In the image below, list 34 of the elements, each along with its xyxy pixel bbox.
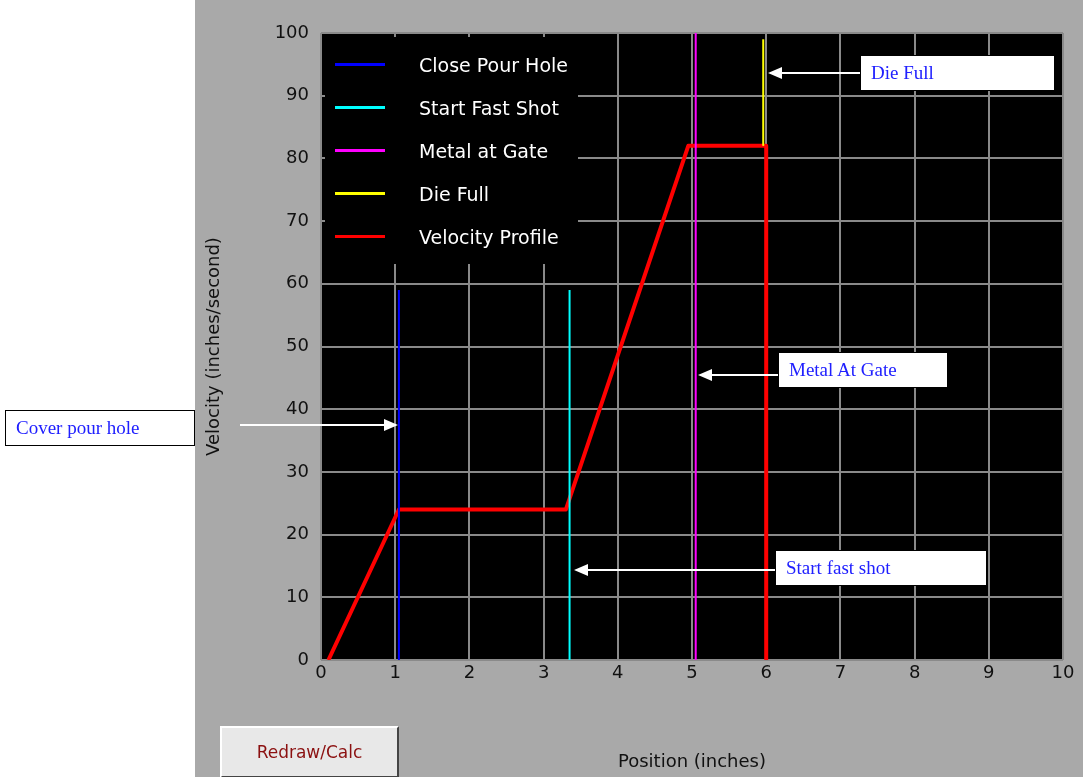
legend-label: Close Pour Hole (419, 53, 568, 76)
x-tick-label: 1 (389, 661, 401, 683)
x-tick-label: 4 (612, 661, 624, 683)
x-tick-label: 10 (1051, 661, 1075, 683)
y-tick-label: 80 (286, 146, 309, 168)
text: Redraw/Calc (220, 726, 399, 777)
legend-label: Velocity Profile (419, 225, 559, 248)
y-tick-label: 30 (286, 459, 309, 481)
y-tick-label: 50 (286, 334, 309, 356)
y-tick-label: 90 (286, 83, 309, 105)
y-tick-label: 0 (297, 647, 309, 669)
x-tick-label: 6 (760, 661, 772, 683)
legend-label: Die Full (419, 182, 490, 205)
y-tick-label: 60 (286, 271, 309, 293)
callout-box: Cover pour hole (5, 410, 195, 446)
y-tick-label: 10 (286, 584, 309, 606)
callout-box: Start fast shot (775, 550, 987, 586)
y-axis-title: Velocity (inches/second) (202, 237, 224, 456)
legend-label: Metal at Gate (419, 139, 549, 162)
x-tick-label: 3 (537, 661, 550, 683)
callout-box: Die Full (860, 55, 1055, 91)
x-tick-label: 0 (315, 661, 327, 683)
callout-box: Metal At Gate (778, 352, 948, 388)
x-tick-label: 2 (463, 661, 476, 683)
x-tick-label: 5 (686, 661, 698, 683)
y-tick-label: 40 (286, 396, 309, 418)
y-tick-label: 100 (274, 20, 309, 42)
x-tick-label: 8 (908, 661, 921, 683)
legend-label: Start Fast Shot (419, 96, 559, 119)
y-tick-label: 70 (286, 208, 309, 230)
x-tick-label: 9 (983, 661, 995, 683)
x-axis-title: Position (inches) (617, 749, 767, 771)
x-tick-label: 7 (834, 661, 847, 683)
y-tick-label: 20 (286, 522, 309, 544)
